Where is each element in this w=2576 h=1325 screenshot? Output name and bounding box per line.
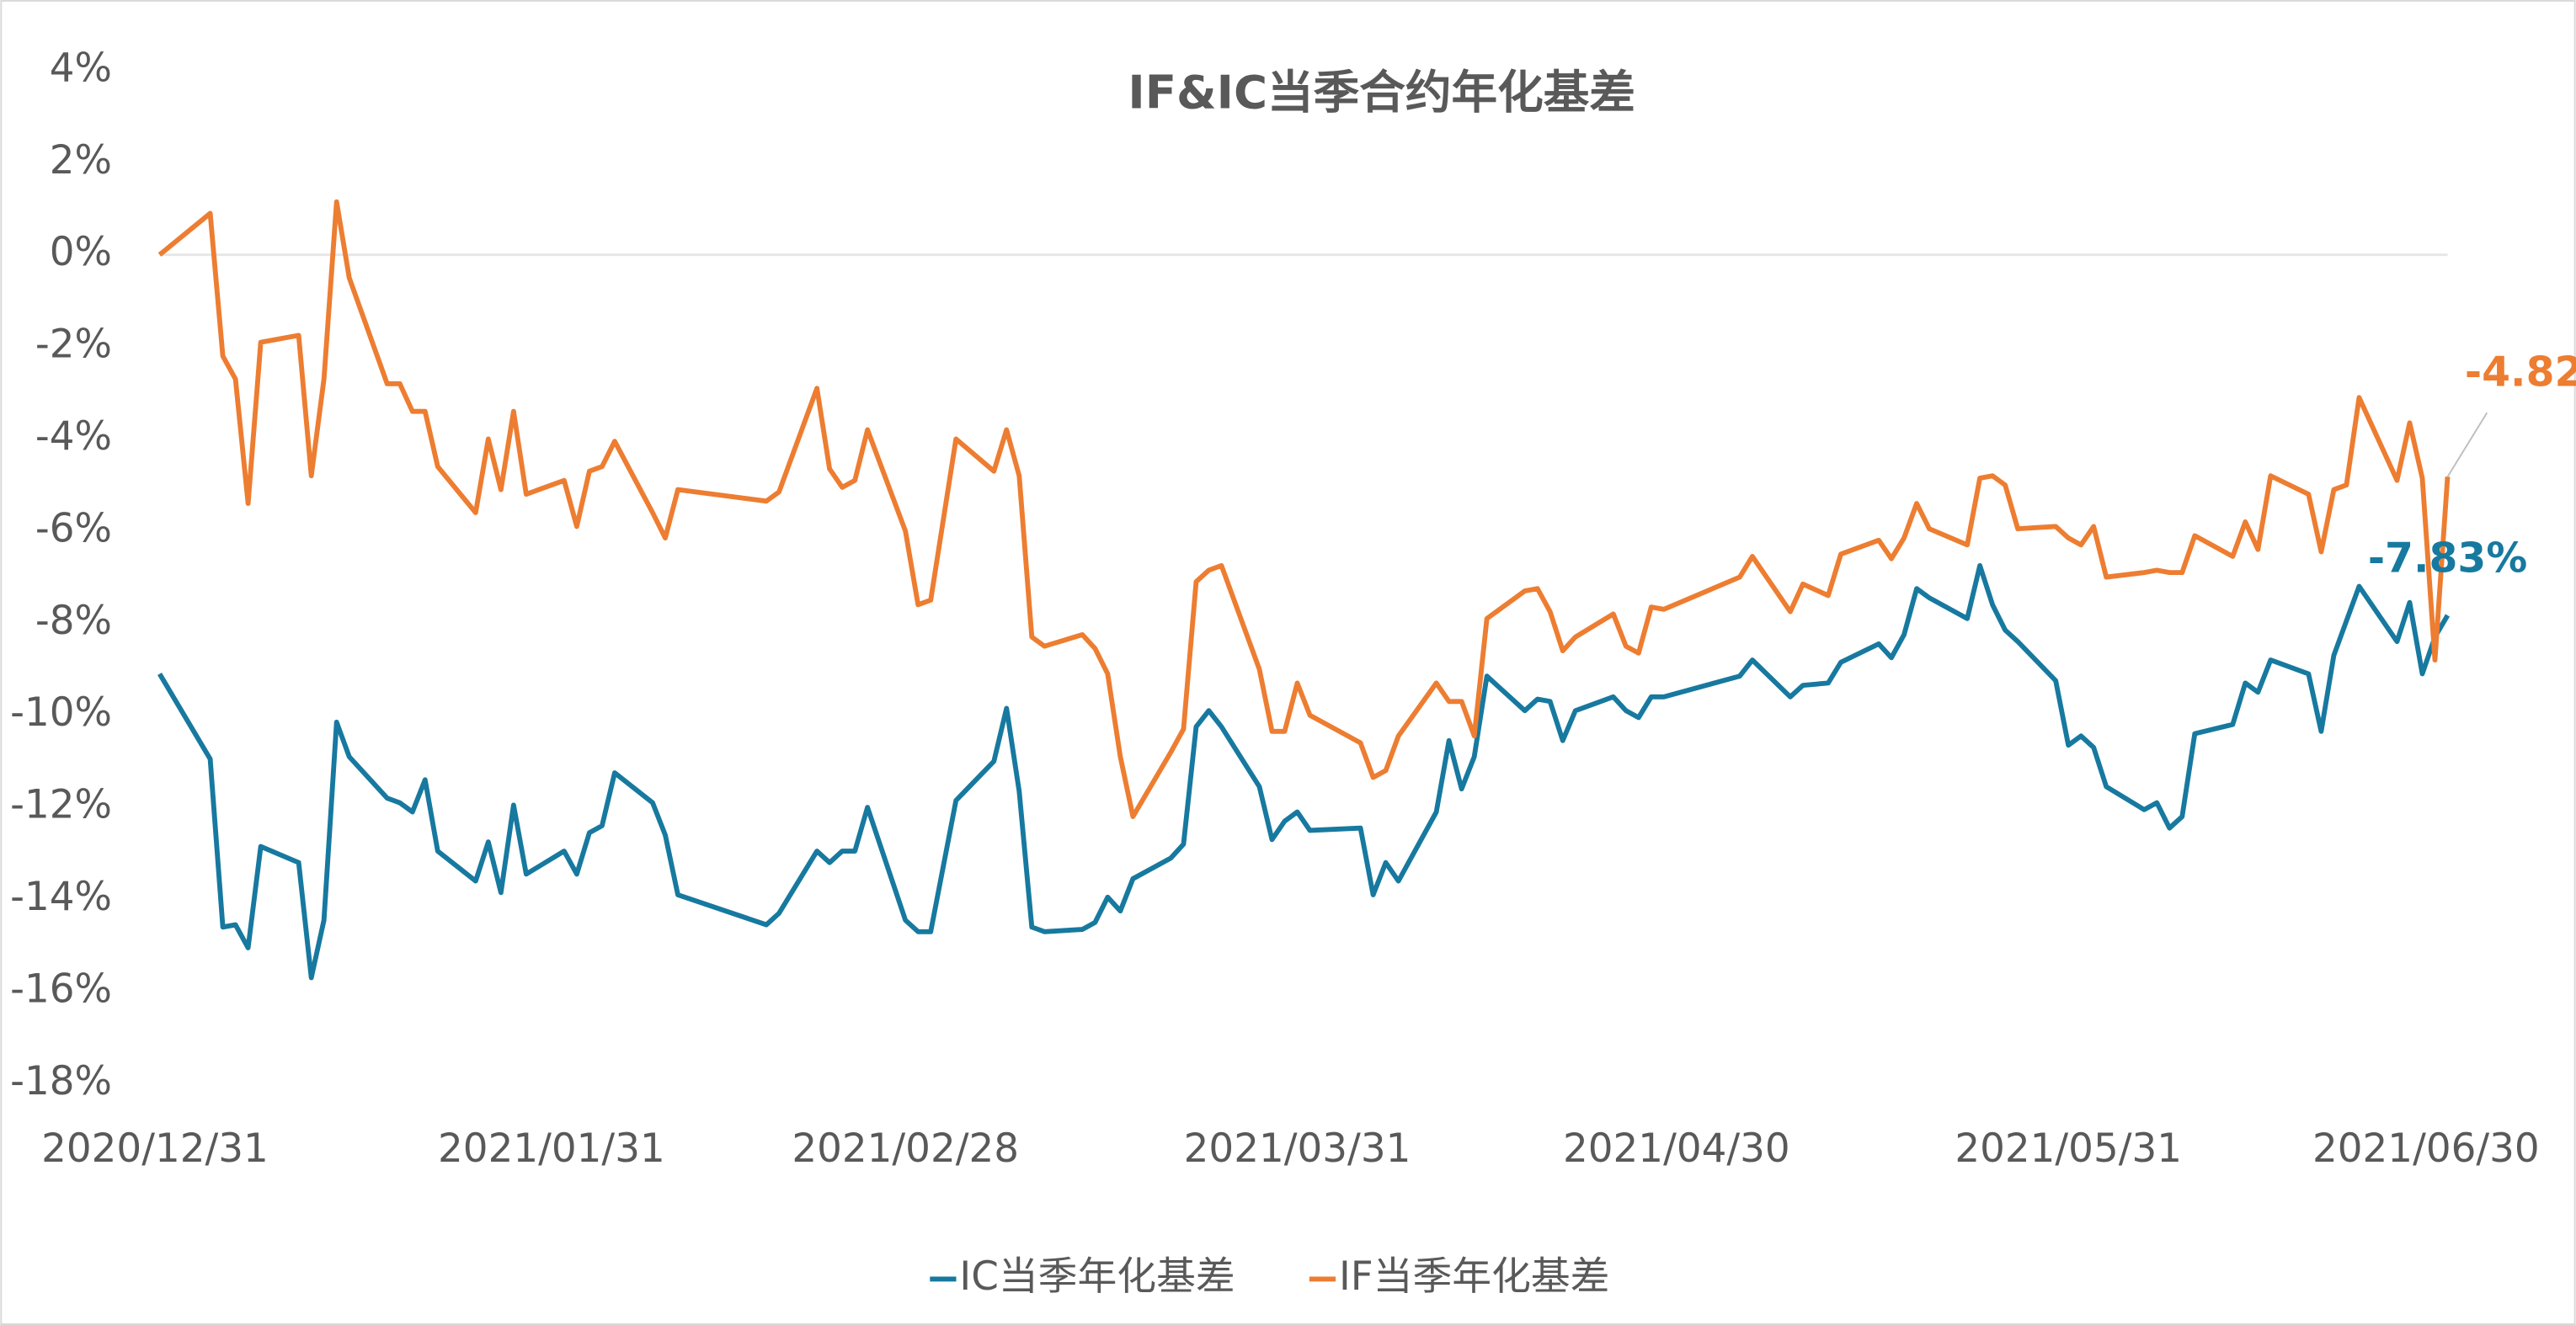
y-tick-label: -10%	[10, 690, 112, 736]
x-tick-label: 2021/05/31	[1955, 1126, 2182, 1172]
x-tick-label: 2021/03/31	[1184, 1126, 1411, 1172]
y-tick-label: 4%	[50, 45, 112, 91]
y-tick-label: -16%	[10, 966, 112, 1012]
series-line	[157, 562, 2451, 981]
series-line	[157, 199, 2451, 819]
y-tick-label: -14%	[10, 875, 112, 920]
x-tick-label: 2021/01/31	[438, 1126, 665, 1172]
y-tick-label: -6%	[35, 506, 112, 551]
y-tick-label: -8%	[35, 599, 112, 644]
y-tick-label: -4%	[35, 414, 112, 460]
legend-label: IF当季年化基差	[1339, 1254, 1610, 1300]
y-tick-label: -2%	[35, 322, 112, 368]
y-tick-label: -18%	[10, 1059, 112, 1104]
y-tick-label: 0%	[50, 230, 112, 275]
label-leader	[2446, 412, 2488, 477]
data-label: -7.83%	[2368, 535, 2527, 583]
legend-label: IC当季年化基差	[959, 1254, 1235, 1300]
data-label: -4.82%	[2465, 349, 2576, 396]
x-tick-label: 2021/06/30	[2312, 1126, 2540, 1172]
x-tick-label: 2021/02/28	[792, 1126, 1019, 1172]
y-tick-label: -12%	[10, 783, 112, 828]
y-tick-label: 2%	[50, 138, 112, 184]
x-tick-label: 2021/04/30	[1563, 1126, 1790, 1172]
x-tick-label: 2020/12/31	[41, 1126, 269, 1172]
chart-title: IF&IC当季合约年化基差	[1128, 65, 1635, 119]
